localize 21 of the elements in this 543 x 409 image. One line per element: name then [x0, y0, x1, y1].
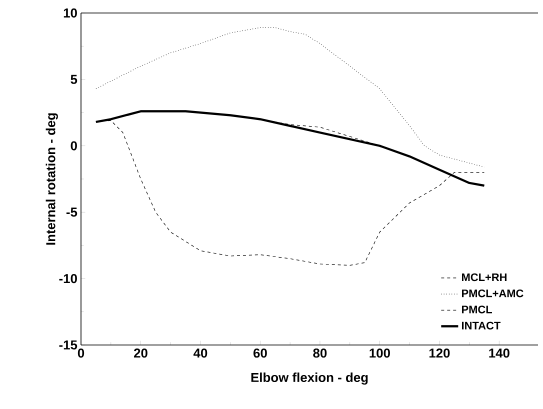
x-tick-label: 20	[134, 348, 148, 358]
y-tick-label: -15	[59, 340, 78, 350]
x-tick-label: 100	[370, 348, 390, 358]
y-axis-title: Internal rotation - deg	[46, 113, 58, 245]
x-tick-label: 60	[253, 348, 267, 358]
legend-label: PMCL	[462, 306, 492, 314]
line-series	[96, 27, 485, 168]
x-tick-label: 0	[78, 348, 84, 358]
x-tick-label: 80	[313, 348, 327, 358]
y-tick-label: 0	[70, 141, 77, 150]
y-tick-label: -10	[59, 274, 77, 284]
legend-label: MCL+RH	[462, 273, 506, 282]
x-tick-label: 140	[489, 348, 510, 358]
x-axis-title: Elbow flexion - deg	[251, 372, 368, 385]
y-tick-label: -5	[66, 208, 78, 217]
y-tick-label: 5	[70, 74, 78, 84]
x-tick-label: 40	[193, 348, 208, 358]
x-tick-label: 120	[429, 348, 450, 358]
legend-label: INTACT	[462, 322, 501, 330]
y-tick-label: 10	[64, 8, 77, 18]
legend-label: PMCL+AMC	[462, 289, 524, 298]
